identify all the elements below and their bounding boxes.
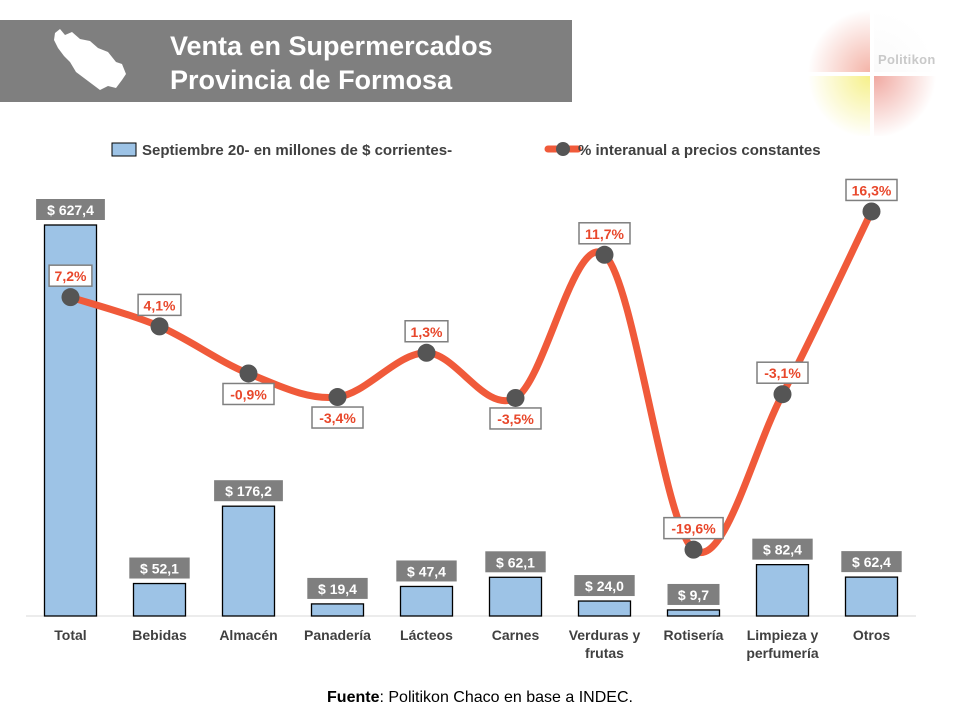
bar — [310, 603, 365, 617]
bar-value-label: $ 24,0 — [585, 578, 624, 594]
chart-title: Venta en Supermercados Provincia de Form… — [170, 29, 493, 97]
category-label: Lácteos — [400, 627, 453, 643]
pct-label-box — [578, 222, 631, 245]
line-point — [239, 364, 258, 383]
category-label: Carnes — [492, 627, 540, 643]
category-label: frutas — [585, 645, 624, 661]
pct-label: -3,5% — [497, 411, 534, 427]
source-text: : Politikon Chaco en base a INDEC. — [379, 689, 633, 706]
pct-label: 1,3% — [411, 324, 443, 340]
title-line-1: Venta en Supermercados — [170, 31, 493, 61]
line-point — [328, 388, 347, 407]
pct-label: 11,7% — [585, 226, 624, 242]
pct-label-box — [845, 178, 898, 202]
bar — [132, 582, 187, 617]
category-label: Verduras y — [569, 627, 641, 643]
category-label: perfumería — [746, 645, 819, 661]
bar-value-label: $ 52,1 — [140, 561, 179, 577]
bar-value-label: $ 19,4 — [318, 581, 357, 597]
bar-value-label-bg — [574, 575, 635, 597]
bar-value-label-bg — [485, 551, 546, 573]
chart: Septiembre 20- en millones de $ corrient… — [26, 142, 916, 661]
category-label: Almacén — [219, 627, 277, 643]
pct-label: 7,2% — [55, 268, 87, 284]
logo-graphic — [808, 10, 936, 138]
bar — [577, 600, 632, 617]
line-point — [862, 202, 881, 221]
bar-value-label-bg — [396, 560, 457, 582]
bar-value-label: $ 82,4 — [763, 542, 802, 558]
pct-label-box — [663, 516, 724, 540]
bar — [844, 576, 899, 617]
title-line-2: Provincia de Formosa — [170, 65, 453, 95]
bar-value-label: $ 176,2 — [225, 483, 272, 499]
line-point — [684, 540, 703, 559]
bar-value-label-bg — [36, 199, 105, 220]
bar-value-label-bg — [841, 551, 902, 573]
legend-line-label: % interanual a precios constantes — [578, 142, 821, 159]
bar-value-label-bg — [214, 480, 283, 502]
bar — [755, 563, 810, 617]
line-point — [61, 288, 80, 307]
category-label: Otros — [853, 627, 891, 643]
header-bar: Venta en Supermercados Provincia de Form… — [0, 20, 572, 102]
pct-label: -3,4% — [319, 410, 356, 426]
pct-label-box — [489, 407, 542, 430]
category-label: Rotisería — [664, 627, 724, 643]
bar-value-label: $ 47,4 — [407, 563, 446, 579]
pct-label: -0,9% — [230, 386, 267, 402]
line-point — [506, 388, 525, 407]
pct-label: 4,1% — [144, 297, 176, 313]
bar-value-label-bg — [129, 557, 190, 579]
series-line — [67, 207, 875, 556]
bar — [221, 505, 276, 617]
category-label: Limpieza y — [747, 627, 819, 643]
pct-label-box — [756, 361, 809, 384]
formosa-map-icon — [54, 29, 126, 90]
legend-line-marker — [556, 142, 570, 156]
pct-label-box — [404, 320, 449, 343]
pct-label: -19,6% — [671, 521, 716, 537]
source-label: Fuente — [327, 689, 380, 706]
bar-value-label: $ 62,1 — [496, 554, 535, 570]
source-note: Fuente: Politikon Chaco en base a INDEC. — [0, 689, 960, 707]
legend-bar-label: Septiembre 20- en millones de $ corrient… — [142, 142, 452, 159]
category-label: Panadería — [304, 627, 371, 643]
line-point — [417, 343, 436, 362]
category-label: Total — [54, 627, 86, 643]
bar-value-label-bg — [752, 538, 813, 560]
pct-label-box — [222, 382, 275, 406]
category-label: Bebidas — [132, 627, 187, 643]
bar-value-label: $ 9,7 — [678, 587, 709, 603]
pct-label: -3,1% — [764, 365, 801, 381]
pct-label-box — [311, 406, 364, 429]
bar-value-label: $ 62,4 — [852, 554, 891, 570]
pct-label-box — [137, 293, 182, 317]
pct-label-box — [48, 264, 93, 287]
bar-value-label-bg — [667, 583, 720, 605]
bar-value-label-bg — [307, 577, 368, 599]
legend-bar-swatch — [111, 142, 137, 157]
bar — [399, 585, 454, 617]
line-point — [595, 245, 614, 264]
politikon-logo: Politikon — [806, 6, 956, 138]
legend: Septiembre 20- en millones de $ corrient… — [111, 142, 821, 159]
bar — [666, 609, 721, 617]
line-point — [773, 385, 792, 404]
logo-text: Politikon — [878, 52, 936, 67]
pct-label: 16,3% — [852, 182, 892, 198]
line-point — [150, 317, 169, 336]
bar-value-label: $ 627,4 — [47, 202, 94, 218]
bar — [488, 576, 543, 617]
